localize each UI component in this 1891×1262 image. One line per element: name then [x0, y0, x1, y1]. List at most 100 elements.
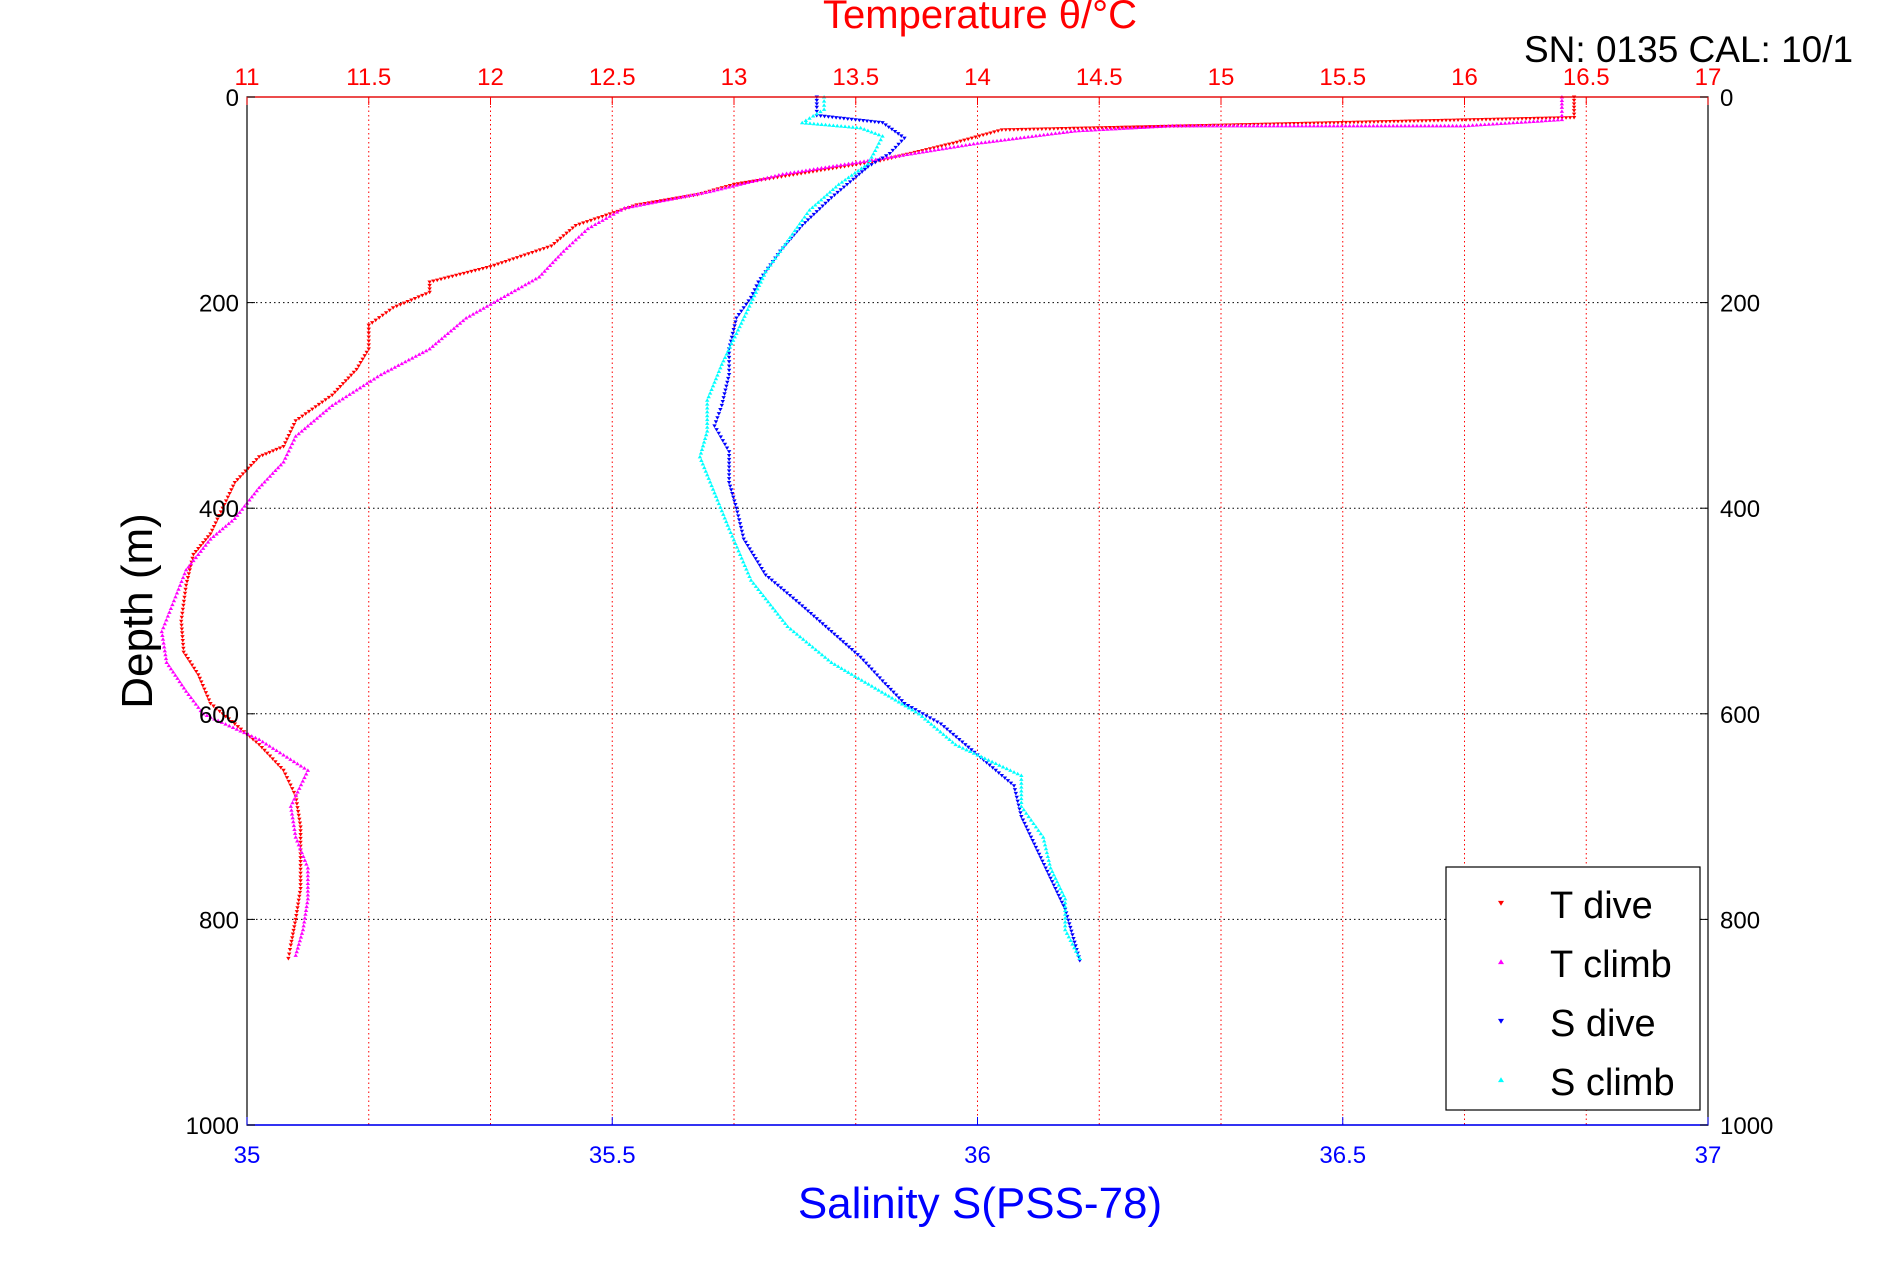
data-point: [346, 376, 351, 380]
data-point: [593, 222, 598, 227]
data-point: [296, 813, 301, 818]
data-point: [726, 477, 732, 481]
data-point: [730, 331, 735, 336]
data-point: [1343, 120, 1349, 125]
data-point: [476, 267, 482, 272]
data-point: [886, 125, 891, 130]
data-point: [752, 288, 757, 292]
data-point: [252, 491, 257, 496]
data-point: [707, 480, 713, 484]
data-point: [716, 501, 722, 506]
data-point: [729, 341, 734, 346]
data-point: [343, 379, 348, 383]
data-point: [1178, 123, 1183, 128]
data-point: [205, 540, 211, 544]
data-point: [626, 205, 631, 209]
data-point: [284, 755, 290, 759]
data-point: [713, 494, 719, 498]
data-point: [958, 139, 963, 144]
data-point: [297, 786, 302, 790]
data-point: [718, 365, 723, 370]
data-point: [237, 510, 242, 514]
data-point: [256, 743, 262, 747]
data-point: [821, 107, 827, 111]
data-point: [726, 355, 732, 360]
data-point: [581, 221, 586, 225]
data-point: [1117, 126, 1122, 131]
data-point: [180, 639, 185, 643]
data-point: [270, 746, 276, 750]
data-point: [463, 316, 469, 320]
data-point: [715, 373, 720, 377]
data-point: [1335, 121, 1341, 125]
data-point: [916, 711, 922, 716]
data-point: [216, 514, 222, 518]
data-point: [736, 514, 741, 518]
data-point: [714, 428, 719, 432]
data-point: [297, 817, 302, 822]
data-point: [804, 639, 809, 644]
data-point: [854, 175, 859, 179]
data-point: [1479, 118, 1485, 122]
data-point: [305, 889, 311, 893]
data-point: [888, 687, 893, 692]
data-point: [292, 831, 298, 835]
data-point: [1053, 876, 1058, 880]
data-point: [839, 180, 845, 184]
data-point: [851, 177, 856, 182]
data-point: [805, 218, 811, 222]
data-point: [519, 284, 525, 289]
data-point: [855, 653, 860, 657]
data-point: [186, 692, 191, 696]
data-point: [738, 525, 744, 530]
data-point: [1247, 123, 1252, 128]
data-point: [235, 725, 241, 729]
data-point: [184, 579, 190, 584]
data-point: [1459, 118, 1465, 122]
data-point: [756, 587, 761, 591]
data-point: [726, 450, 732, 454]
data-point: [298, 840, 303, 845]
data-point: [413, 354, 418, 358]
data-point: [967, 142, 972, 147]
data-point: [716, 369, 722, 374]
data-point: [1012, 788, 1018, 792]
data-point: [1041, 863, 1047, 867]
data-point: [523, 282, 528, 287]
data-point: [1072, 945, 1077, 950]
data-point: [163, 652, 168, 657]
data-point: [186, 572, 192, 576]
data-point: [727, 183, 733, 188]
data-point: [1032, 842, 1037, 846]
data-point: [1026, 814, 1031, 819]
data-point: [1010, 136, 1015, 141]
data-point: [1303, 121, 1309, 126]
data-point: [849, 672, 854, 676]
data-point: [745, 570, 751, 575]
data-point: [852, 650, 857, 655]
data-point: [311, 418, 317, 423]
data-point: [1000, 764, 1006, 769]
data-point: [810, 170, 816, 174]
data-point: [735, 328, 741, 332]
data-point: [756, 283, 762, 288]
data-point: [293, 917, 298, 922]
data-point: [354, 367, 359, 372]
data-point: [291, 437, 297, 442]
data-point: [757, 177, 762, 182]
data-point: [854, 160, 859, 165]
data-point: [935, 727, 940, 731]
data-point: [558, 236, 563, 241]
data-point: [861, 159, 867, 163]
data-point: [292, 797, 297, 801]
data-point: [170, 670, 176, 674]
data-point: [260, 453, 265, 458]
data-point: [607, 214, 613, 218]
data-point: [1043, 846, 1049, 851]
data-point: [753, 584, 759, 588]
data-point: [1327, 123, 1332, 128]
data-point: [214, 531, 219, 536]
data-point: [211, 534, 216, 539]
data-point: [185, 657, 191, 661]
data-point: [1451, 118, 1457, 123]
